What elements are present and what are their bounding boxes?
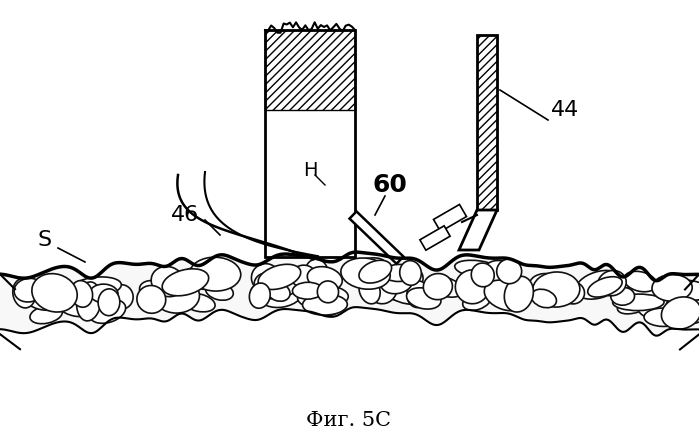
Ellipse shape xyxy=(258,277,304,307)
Ellipse shape xyxy=(663,280,699,300)
Ellipse shape xyxy=(71,281,92,307)
Ellipse shape xyxy=(137,286,166,313)
Text: 46: 46 xyxy=(171,205,199,225)
Ellipse shape xyxy=(407,281,428,307)
Ellipse shape xyxy=(258,264,301,290)
Ellipse shape xyxy=(627,281,659,307)
Ellipse shape xyxy=(484,280,528,311)
Ellipse shape xyxy=(666,295,699,324)
Polygon shape xyxy=(433,204,466,231)
Polygon shape xyxy=(265,30,355,257)
Ellipse shape xyxy=(533,272,580,307)
Ellipse shape xyxy=(189,257,240,291)
Ellipse shape xyxy=(308,267,343,291)
Ellipse shape xyxy=(170,287,192,306)
Ellipse shape xyxy=(344,258,386,279)
Ellipse shape xyxy=(504,276,533,312)
Ellipse shape xyxy=(13,279,36,308)
Ellipse shape xyxy=(482,260,519,292)
Ellipse shape xyxy=(298,286,348,309)
Ellipse shape xyxy=(598,271,626,296)
Ellipse shape xyxy=(252,263,280,291)
Ellipse shape xyxy=(497,259,521,284)
Ellipse shape xyxy=(267,283,290,301)
Ellipse shape xyxy=(291,265,316,287)
Ellipse shape xyxy=(588,277,622,297)
Ellipse shape xyxy=(424,274,452,299)
Ellipse shape xyxy=(184,268,208,286)
Ellipse shape xyxy=(251,279,298,299)
Ellipse shape xyxy=(624,271,656,292)
Ellipse shape xyxy=(644,308,682,327)
Ellipse shape xyxy=(489,281,511,301)
Ellipse shape xyxy=(303,294,347,315)
Ellipse shape xyxy=(363,264,398,304)
Ellipse shape xyxy=(32,274,78,312)
Ellipse shape xyxy=(140,280,175,305)
Ellipse shape xyxy=(612,294,664,311)
Ellipse shape xyxy=(530,274,560,293)
Ellipse shape xyxy=(611,287,635,305)
Ellipse shape xyxy=(389,287,426,304)
Ellipse shape xyxy=(368,274,415,301)
Ellipse shape xyxy=(407,288,441,309)
Ellipse shape xyxy=(652,275,692,301)
Text: 60: 60 xyxy=(373,173,408,197)
Ellipse shape xyxy=(189,273,217,289)
Ellipse shape xyxy=(77,282,101,321)
Text: Фиг. 5C: Фиг. 5C xyxy=(306,410,391,429)
Polygon shape xyxy=(178,172,318,259)
Ellipse shape xyxy=(150,285,178,309)
Polygon shape xyxy=(477,35,497,210)
Polygon shape xyxy=(350,211,403,264)
Text: 44: 44 xyxy=(551,100,579,120)
Ellipse shape xyxy=(455,260,503,279)
Ellipse shape xyxy=(30,305,62,324)
Ellipse shape xyxy=(316,285,344,316)
Ellipse shape xyxy=(206,283,233,300)
Ellipse shape xyxy=(89,299,126,324)
Ellipse shape xyxy=(463,291,491,310)
Ellipse shape xyxy=(55,287,100,317)
Ellipse shape xyxy=(98,289,120,316)
Ellipse shape xyxy=(292,282,323,299)
Ellipse shape xyxy=(400,261,421,285)
Ellipse shape xyxy=(317,281,338,303)
Ellipse shape xyxy=(182,293,215,312)
Polygon shape xyxy=(459,210,497,250)
Ellipse shape xyxy=(398,267,423,289)
Ellipse shape xyxy=(370,262,393,298)
Ellipse shape xyxy=(661,297,699,329)
Ellipse shape xyxy=(110,285,133,309)
Ellipse shape xyxy=(427,276,463,297)
Ellipse shape xyxy=(455,270,489,304)
Ellipse shape xyxy=(341,258,390,289)
Ellipse shape xyxy=(617,290,659,314)
Ellipse shape xyxy=(561,282,584,304)
Ellipse shape xyxy=(250,283,271,308)
Ellipse shape xyxy=(162,269,209,296)
Ellipse shape xyxy=(383,264,415,282)
Ellipse shape xyxy=(471,263,494,287)
Ellipse shape xyxy=(635,280,670,318)
Ellipse shape xyxy=(529,276,567,298)
Ellipse shape xyxy=(200,263,227,284)
Ellipse shape xyxy=(254,273,278,296)
Ellipse shape xyxy=(359,260,391,283)
Ellipse shape xyxy=(22,282,66,310)
Ellipse shape xyxy=(151,267,185,297)
Text: H: H xyxy=(303,161,317,179)
Ellipse shape xyxy=(89,284,118,303)
Text: S: S xyxy=(38,230,52,250)
Ellipse shape xyxy=(305,259,328,282)
Ellipse shape xyxy=(380,271,413,294)
Ellipse shape xyxy=(576,271,622,299)
Polygon shape xyxy=(420,226,450,250)
Ellipse shape xyxy=(359,277,380,304)
Ellipse shape xyxy=(14,278,43,302)
Ellipse shape xyxy=(71,277,122,297)
Ellipse shape xyxy=(531,289,556,308)
Ellipse shape xyxy=(153,278,199,313)
Polygon shape xyxy=(0,252,699,336)
